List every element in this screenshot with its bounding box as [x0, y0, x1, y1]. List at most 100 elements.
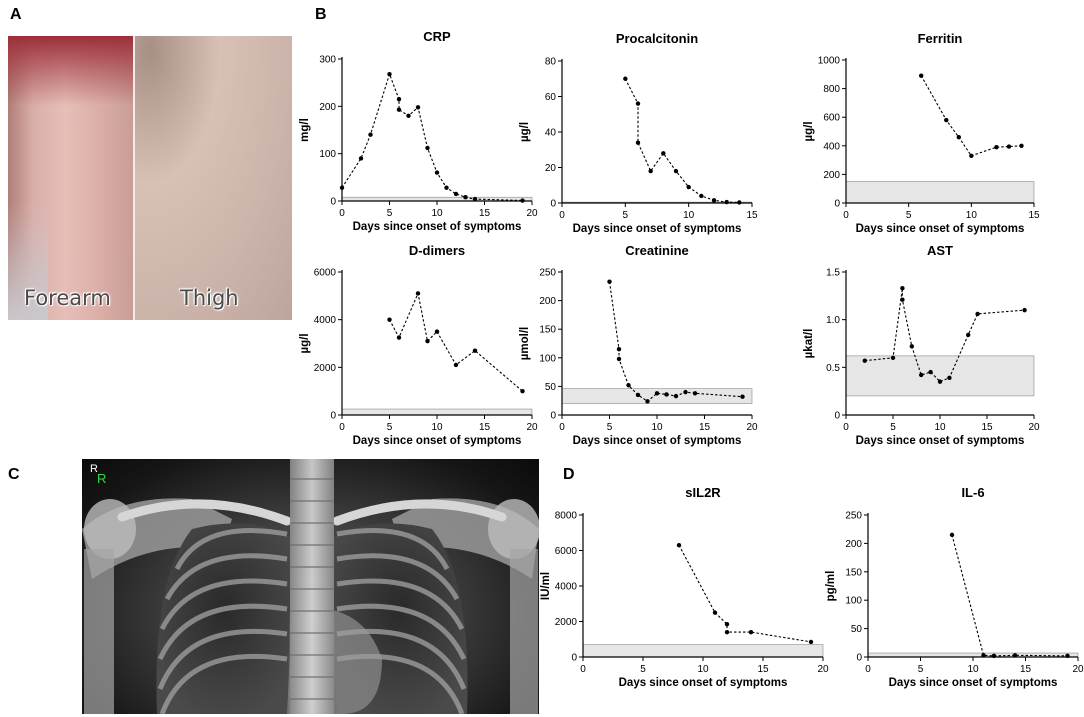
chart-procalcitonin: 0 5 10 15 0 20 40 60 80 Procalcitonin Days since o… [519, 31, 758, 235]
x-tick-label: 10 [683, 210, 695, 221]
data-point [724, 621, 730, 627]
y-tick-label: 8000 [555, 511, 578, 522]
data-point [1012, 653, 1018, 658]
chart-title: Ferritin [918, 31, 963, 46]
y-tick-label: 2000 [314, 363, 337, 374]
data-point [661, 151, 666, 156]
data-point [472, 196, 478, 202]
y-tick-label: 50 [545, 382, 557, 393]
panel-label-b: B [315, 6, 327, 23]
data-point [472, 348, 478, 353]
chart-ferritin: 0 5 10 15 0 200 400 600 800 1000 Ferritin Days sinc… [803, 31, 1040, 235]
y-tick-label: 200 [823, 170, 840, 181]
x-tick-label: 15 [746, 210, 758, 221]
x-tick-label: 10 [967, 664, 979, 675]
thigh-label: Thigh [180, 286, 239, 310]
y-tick-label: 0 [330, 197, 336, 208]
panel-label-a: A [10, 6, 22, 23]
y-tick-label: 40 [545, 128, 557, 139]
y-tick-label: 2000 [555, 617, 578, 628]
x-tick-label: 10 [431, 208, 443, 219]
data-point [944, 117, 949, 123]
data-point [673, 168, 679, 174]
y-axis-label: mg/l [299, 118, 311, 142]
y-tick-label: 60 [545, 92, 557, 103]
data-point [616, 356, 622, 362]
data-point [949, 532, 955, 538]
x-tick-label: 5 [387, 208, 393, 219]
data-point [724, 199, 729, 205]
y-axis-label: µg/l [519, 122, 531, 142]
series-line [951, 534, 1068, 657]
data-point [415, 105, 421, 110]
data-point [434, 329, 440, 334]
chart-ddimers: 0 5 10 15 20 0 2000 4000 6000 D-dimers Days since … [299, 243, 538, 447]
x-axis-label: Days since onset of symptoms [353, 435, 522, 447]
y-tick-label: 200 [319, 102, 336, 113]
data-point [654, 391, 660, 396]
data-point [900, 297, 905, 302]
y-tick-label: 1000 [818, 56, 841, 67]
data-point [387, 317, 392, 322]
data-point [676, 542, 682, 548]
y-tick-label: 6000 [555, 546, 578, 557]
xray-anatomy [82, 459, 539, 714]
panel-label-d: D [563, 466, 575, 483]
x-axis-label: Days since onset of symptoms [856, 435, 1025, 447]
y-tick-label: 800 [823, 84, 840, 95]
y-axis-label: µg/l [299, 333, 311, 353]
data-point [808, 639, 814, 645]
y-axis-label: µkat/l [803, 329, 815, 359]
data-point [748, 629, 754, 635]
data-point [444, 185, 449, 190]
data-point [737, 200, 742, 205]
x-tick-label: 20 [1028, 422, 1040, 433]
data-point [947, 375, 952, 381]
data-point [991, 653, 997, 659]
data-point [1019, 143, 1024, 148]
data-point [396, 335, 402, 340]
data-point [919, 372, 924, 378]
data-point [664, 392, 669, 397]
thigh-photo [134, 36, 292, 320]
x-tick-label: 10 [651, 422, 663, 433]
data-point [909, 344, 914, 349]
y-tick-label: 0 [550, 199, 556, 210]
series-line [389, 291, 523, 392]
xray-marker-green: R [97, 471, 107, 486]
chart-title: sIL2R [685, 485, 721, 500]
data-point [607, 279, 612, 284]
x-tick-label: 0 [843, 210, 849, 221]
data-point [966, 332, 971, 338]
data-point [969, 153, 974, 159]
data-point [975, 311, 980, 317]
data-point [919, 73, 924, 78]
x-tick-label: 0 [339, 208, 345, 219]
y-tick-label: 4000 [314, 315, 337, 326]
x-axis-label: Days since onset of symptoms [353, 221, 522, 233]
data-point [699, 193, 704, 199]
x-tick-label: 5 [607, 422, 613, 433]
data-point [890, 355, 896, 360]
data-point [635, 140, 641, 145]
reference-range-band [561, 388, 753, 404]
y-tick-label: 250 [845, 511, 862, 522]
x-axis-label: Days since onset of symptoms [573, 223, 742, 235]
y-tick-label: 20 [545, 163, 557, 174]
y-tick-label: 6000 [314, 268, 337, 279]
data-point [626, 383, 631, 388]
chart-title: Creatinine [625, 243, 689, 258]
x-tick-label: 10 [934, 422, 946, 433]
y-tick-label: 1.0 [826, 315, 840, 326]
y-tick-label: 400 [823, 141, 840, 152]
y-tick-label: 0 [330, 411, 336, 422]
y-tick-label: 0 [834, 199, 840, 210]
x-tick-label: 5 [890, 422, 896, 433]
x-tick-label: 20 [746, 422, 758, 433]
y-tick-label: 1.5 [826, 268, 840, 279]
series-line [678, 544, 812, 643]
x-axis-label: Days since onset of symptoms [856, 223, 1025, 235]
data-point [358, 156, 364, 161]
